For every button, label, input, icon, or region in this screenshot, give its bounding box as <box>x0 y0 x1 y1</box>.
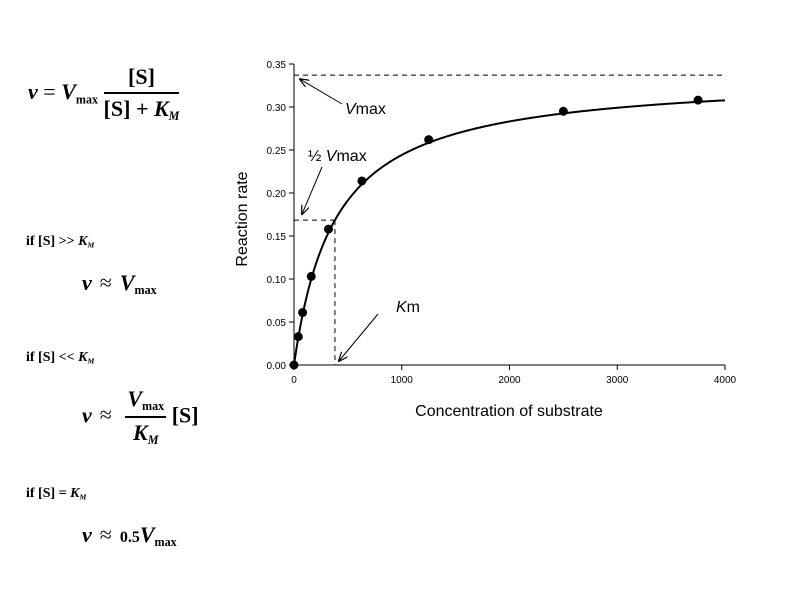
case2-equation: v ≈ Vmax KM [S] <box>82 386 199 448</box>
km-arrow <box>339 313 379 361</box>
fit-curve <box>293 99 726 366</box>
case2-den-k: K <box>133 420 148 446</box>
fit-curve-group <box>293 99 726 366</box>
case1-equation: v ≈ Vmax <box>82 270 157 298</box>
km-annotation-m: m <box>407 299 420 316</box>
case1-vmax-sub: max <box>134 283 157 298</box>
case2-condition-text: if [S] << <box>26 350 79 365</box>
data-point <box>306 271 316 281</box>
case2-cond-k: K <box>78 350 88 365</box>
x-tick-label: 4000 <box>714 375 737 386</box>
half-vmax-annotation-v: V <box>326 148 338 165</box>
eq-v: v <box>28 79 38 105</box>
x-tick-label: 3000 <box>606 375 629 386</box>
case1-condition-text: if [S] >> <box>26 234 79 249</box>
eq-denominator: [S] + KM <box>104 94 180 124</box>
case2-condition: if [S] << KM <box>26 350 94 366</box>
case2-cond-k-sub: M <box>87 356 95 366</box>
half-vmax-annotation-max: max <box>336 148 366 165</box>
case3-vmax-sub: max <box>154 535 177 550</box>
case1-cond-k: K <box>78 234 88 249</box>
x-axis-label: Concentration of substrate <box>415 403 603 420</box>
vmax-annotation-max: max <box>356 101 386 118</box>
data-point <box>357 176 367 186</box>
y-axis-label: Reaction rate <box>234 171 251 266</box>
case2-num-v: V <box>127 386 143 411</box>
case1-vmax: V <box>119 270 135 295</box>
case3-v: v <box>82 522 92 547</box>
eq-vmax-sub: max <box>75 92 99 107</box>
half-vmax-annotation: ½ Vmax <box>308 148 367 165</box>
case2-den-k-sub: M <box>147 433 159 448</box>
case3-cond-k: K <box>70 486 80 501</box>
case3-coef: 0.5 <box>119 529 140 546</box>
y-tick-label: 0.35 <box>267 60 287 71</box>
vmax-annotation: Vmax <box>345 101 386 118</box>
y-tick-label: 0.20 <box>267 189 287 200</box>
case2-num-sub: max <box>142 399 165 414</box>
case3-approx: ≈ <box>99 522 112 547</box>
half-vmax-arrow <box>302 166 323 214</box>
case3-condition: if [S] = KM <box>26 486 86 502</box>
y-tick-label: 0.25 <box>267 146 287 157</box>
eq-numerator: [S] <box>103 64 180 94</box>
case3-vmax: V <box>139 522 155 547</box>
eq-den-k: K <box>153 96 169 121</box>
case1-v: v <box>82 270 92 295</box>
data-point <box>558 106 568 116</box>
case2-numerator: Vmax <box>125 386 167 419</box>
case2-denominator: KM <box>125 418 166 448</box>
case1-condition: if [S] >> KM <box>26 234 94 250</box>
guide-lines <box>294 74 725 365</box>
x-tick-label: 1000 <box>391 375 414 386</box>
case2-s: [S] <box>171 402 199 428</box>
eq-fraction: [S] [S] + KM <box>103 64 180 124</box>
michaelis-menten-equation: v = Vmax [S] [S] + KM <box>28 64 180 124</box>
vmax-annotation-v: V <box>345 101 357 118</box>
data-point <box>289 360 299 370</box>
case2-fraction: Vmax KM <box>125 386 167 448</box>
data-point <box>298 308 308 318</box>
case1-cond-k-sub: M <box>87 240 95 250</box>
axes: 0.00 0.05 0.10 0.15 0.20 0.25 0.30 0.35 0 1000 200… <box>267 60 737 386</box>
eq-den-plus: + <box>135 96 149 121</box>
y-tick-label: 0.00 <box>267 361 287 372</box>
x-tick-label: 2000 <box>498 375 521 386</box>
y-tick-label: 0.05 <box>267 318 287 329</box>
data-point <box>424 135 434 145</box>
eq-den-s: [S] <box>103 96 131 121</box>
x-tick-label: 0 <box>291 375 297 386</box>
eq-equals: = <box>43 79 56 105</box>
km-annotation-k: K <box>396 299 408 316</box>
eq-vmax: V <box>61 79 76 105</box>
case3-cond-k-sub: M <box>79 492 87 502</box>
eq-den-k-sub: M <box>168 109 180 124</box>
reaction-rate-chart: 0.00 0.05 0.10 0.15 0.20 0.25 0.30 0.35 0 1000 200… <box>234 60 737 420</box>
case3-condition-text: if [S] = <box>26 486 71 501</box>
half-vmax-annotation-half: ½ <box>308 148 326 165</box>
y-tick-label: 0.10 <box>267 275 287 286</box>
data-point <box>323 224 333 234</box>
km-annotation: Km <box>396 299 420 316</box>
data-points <box>289 95 703 370</box>
y-tick-label: 0.15 <box>267 232 287 243</box>
data-point <box>693 95 703 105</box>
case2-v: v <box>82 402 92 428</box>
case1-approx: ≈ <box>99 270 112 295</box>
case3-equation: v ≈0.5Vmax <box>82 522 177 550</box>
data-point <box>293 332 303 342</box>
y-tick-label: 0.30 <box>267 103 287 114</box>
case2-approx: ≈ <box>99 402 112 428</box>
vmax-arrow <box>300 79 343 105</box>
